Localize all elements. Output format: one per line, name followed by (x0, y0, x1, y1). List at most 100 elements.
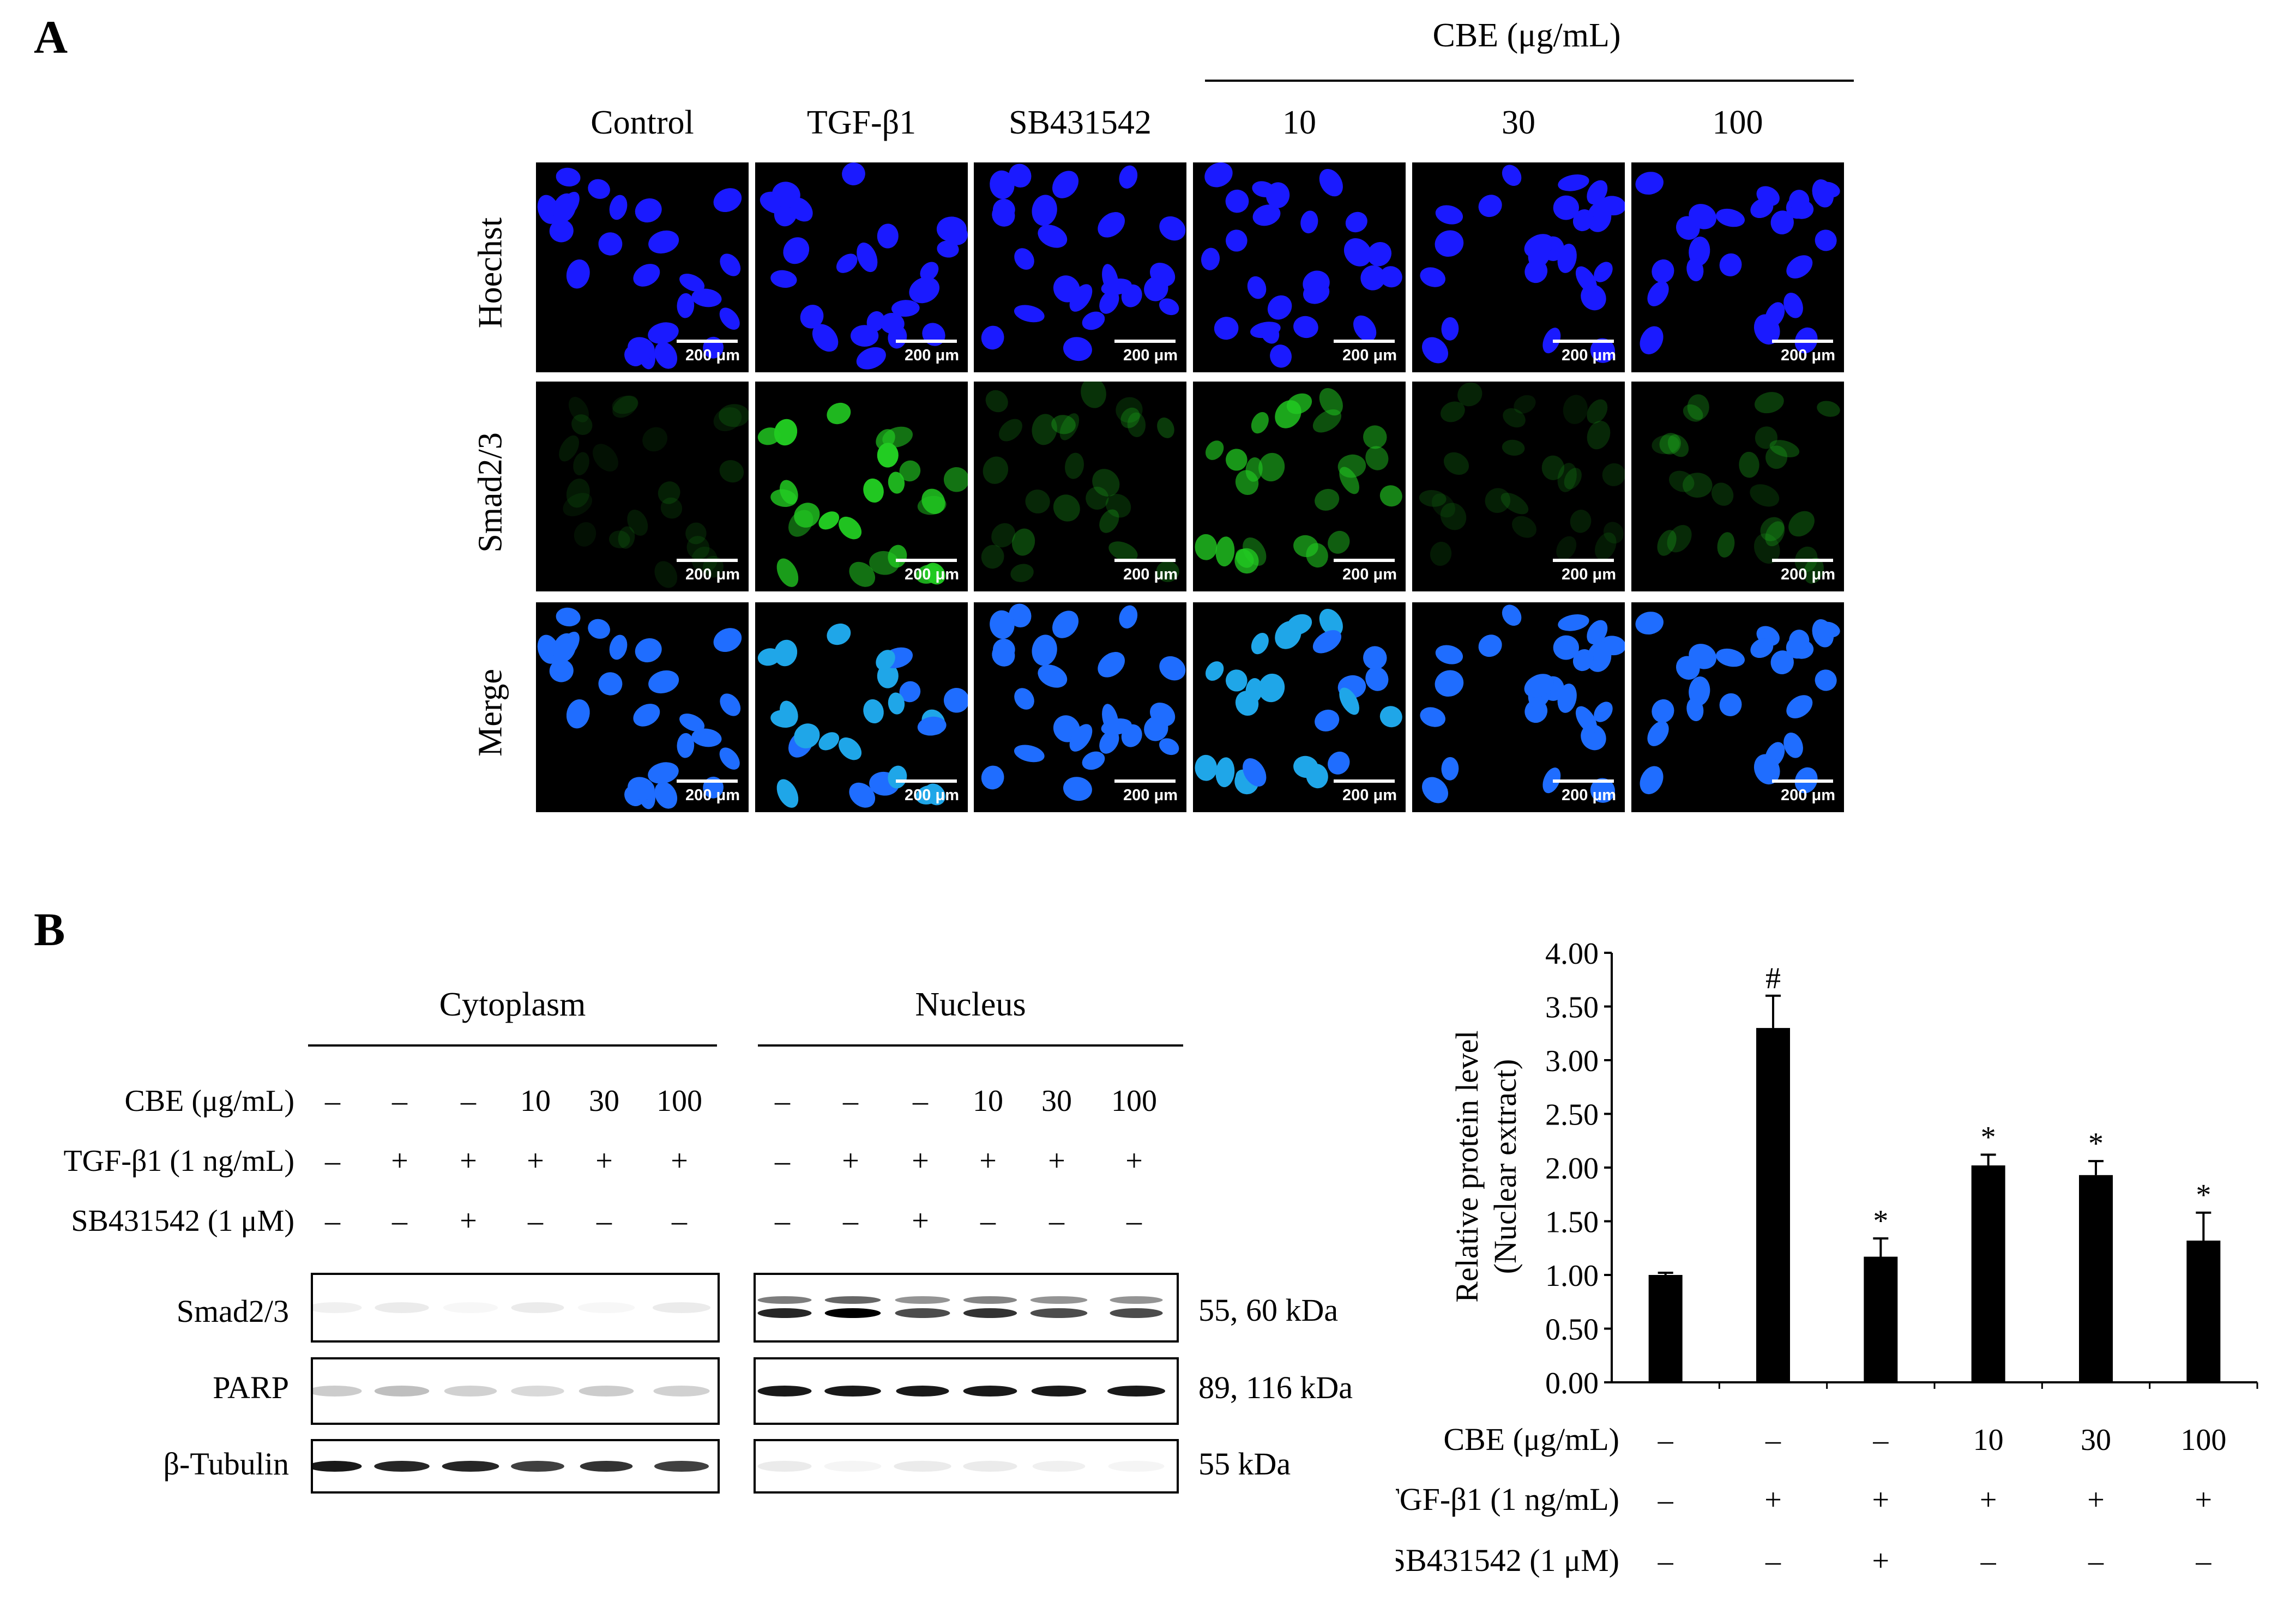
cyto-cbe-lane6: 100 (656, 1084, 702, 1118)
scale-bar-label: 200 μm (1781, 787, 1835, 804)
y-tick-label: 3.50 (1545, 991, 1599, 1025)
scale-bar-line (1772, 340, 1833, 343)
micrograph-smad-4: 200 μm (1193, 382, 1406, 591)
cyto-tgf-lane1: – (325, 1144, 340, 1178)
cyto-cbe-lane1: – (325, 1084, 340, 1118)
micrograph-smad-3: 200 μm (974, 382, 1186, 591)
scale-bar-line (1114, 340, 1176, 343)
scale-bar-line (1553, 340, 1614, 343)
cyto-cbe-lane4: 10 (520, 1084, 551, 1118)
blot-band (444, 1386, 497, 1397)
scale-bar-label: 200 μm (1562, 347, 1616, 364)
scale-bar-label: 200 μm (1562, 566, 1616, 583)
scale-bar-label: 200 μm (685, 787, 740, 804)
scale-bar-label: 200 μm (1781, 566, 1835, 583)
chart-cbe-lane1: – (1658, 1423, 1674, 1457)
blot-band (824, 1461, 882, 1472)
scale-bar-line (677, 559, 738, 562)
cyto-tgf-lane3: + (460, 1144, 477, 1178)
scale-bar-line (1772, 559, 1833, 562)
cell-nuclei (755, 162, 968, 372)
cyto-tgf-lane2: + (391, 1144, 408, 1178)
y-tick-label: 0.50 (1545, 1313, 1599, 1347)
cell-nuclei (1412, 162, 1625, 372)
nuc-tgf-lane2: + (842, 1144, 859, 1178)
scale-bar-line (896, 340, 957, 343)
scale-bar-label: 200 μm (1342, 347, 1397, 364)
blot-cyto-tubulin (311, 1439, 720, 1494)
nuc-tgf-lane5: + (1048, 1144, 1065, 1178)
y-tick-label: 2.50 (1545, 1098, 1599, 1132)
y-tick-label: 4.00 (1545, 937, 1599, 971)
scale-bar-label: 200 μm (1562, 787, 1616, 804)
cell-nuclei (1631, 162, 1844, 372)
significance-marker: * (2196, 1178, 2211, 1212)
protein-label-smad: Smad2/3 (176, 1293, 289, 1329)
cyto-cbe-lane2: – (392, 1084, 407, 1118)
nuc-cbe-lane1: – (775, 1084, 790, 1118)
cyto-tgf-lane4: + (527, 1144, 544, 1178)
chart-cbe-lane4: 10 (1973, 1423, 2004, 1457)
cytoplasm-line (308, 1044, 717, 1047)
cell-nuclei (536, 382, 749, 591)
bar-3 (1864, 1256, 1898, 1382)
nuc-sb-lane2: – (843, 1204, 858, 1238)
scale-bar-line (1772, 779, 1833, 783)
micrograph-merge-3: 200 μm (974, 602, 1186, 812)
blot-band (1108, 1461, 1165, 1472)
kda-label-tubulin: 55 kDa (1198, 1446, 1291, 1482)
chart-cbe-lane6: 100 (2180, 1423, 2226, 1457)
scale-bar-line (1114, 779, 1176, 783)
blot-band-upper (757, 1296, 812, 1304)
nuc-sb-lane3: + (912, 1204, 929, 1238)
blot-band (1110, 1308, 1163, 1318)
micrograph-merge-1: 200 μm (536, 602, 749, 812)
micrograph-smad-5: 200 μm (1412, 382, 1625, 591)
nuc-sb-lane4: – (980, 1204, 996, 1238)
micrograph-merge-5: 200 μm (1412, 602, 1625, 812)
blot-band (578, 1302, 635, 1313)
chart-cbe-lane3: – (1872, 1423, 1889, 1457)
blot-tgf-label: TGF-β1 (1 ng/mL) (63, 1144, 294, 1178)
scale-bar-label: 200 μm (685, 347, 740, 364)
cyto-tgf-lane6: + (671, 1144, 688, 1178)
scale-bar-line (1553, 559, 1614, 562)
cell-nuclei (974, 382, 1186, 591)
blot-band (313, 1302, 362, 1313)
scale-bar-label: 200 μm (685, 566, 740, 583)
chart-cbe-lane5: 30 (2081, 1423, 2111, 1457)
significance-marker: # (1765, 962, 1781, 995)
micrograph-merge-2: 200 μm (755, 602, 968, 812)
blot-band (895, 1308, 950, 1318)
bar-6 (2186, 1240, 2221, 1382)
chart-sb-lane4: – (1980, 1544, 1997, 1578)
blot-band (1032, 1461, 1086, 1472)
micrograph-smad-1: 200 μm (536, 382, 749, 591)
cyto-sb-lane1: – (325, 1204, 340, 1238)
cyto-sb-lane5: – (596, 1204, 612, 1238)
blot-band (894, 1461, 951, 1472)
chart-sb-lane2: – (1765, 1544, 1781, 1578)
blot-band (511, 1302, 564, 1313)
blot-band (963, 1461, 1017, 1472)
blot-band (1030, 1308, 1088, 1318)
row-label-merge: Merge (472, 669, 509, 757)
cyto-tgf-lane5: + (595, 1144, 613, 1178)
chart-sb-lane3: + (1872, 1544, 1890, 1578)
nuc-cbe-lane4: 10 (973, 1084, 1003, 1118)
y-axis-label-line2: (Nuclear extract) (1487, 1059, 1523, 1274)
blot-band-upper (895, 1296, 950, 1304)
blot-band-upper (1030, 1296, 1088, 1304)
blot-band-upper (963, 1296, 1017, 1304)
cell-nuclei (1412, 602, 1625, 812)
micrograph-smad-6: 200 μm (1631, 382, 1844, 591)
significance-marker: * (1981, 1120, 1996, 1154)
blot-band (757, 1386, 812, 1397)
nuc-sb-lane1: – (775, 1204, 790, 1238)
scale-bar-line (1334, 779, 1395, 783)
cyto-cbe-lane3: – (461, 1084, 476, 1118)
scale-bar-label: 200 μm (1342, 566, 1397, 583)
nuc-tgf-lane4: + (979, 1144, 997, 1178)
y-tick-label: 1.00 (1545, 1259, 1599, 1293)
blot-band (375, 1302, 429, 1313)
